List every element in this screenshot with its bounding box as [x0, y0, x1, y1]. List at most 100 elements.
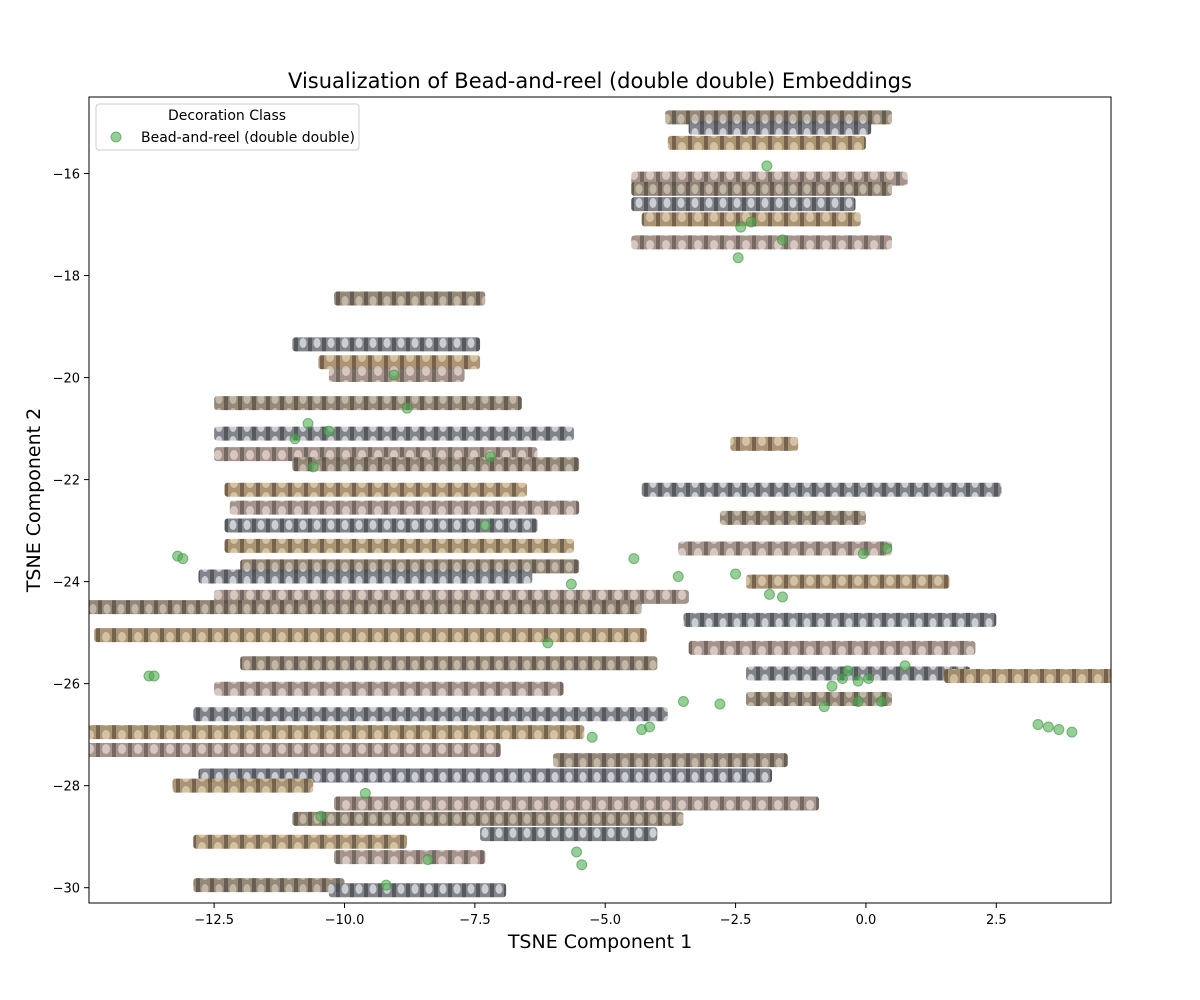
data-point: [542, 637, 554, 649]
thumbnail-strip: [198, 569, 533, 584]
data-point: [289, 433, 301, 445]
data-point: [359, 787, 371, 799]
data-point: [777, 591, 788, 603]
thumbnail-strip: [193, 834, 408, 849]
y-tick-label: −26: [53, 678, 80, 693]
thumbnail-strip: [89, 600, 642, 615]
data-point: [177, 553, 189, 565]
data-point: [1066, 726, 1078, 738]
data-point: [881, 542, 893, 554]
data-point: [761, 160, 773, 172]
y-tick-label: −16: [53, 168, 80, 183]
thumbnail-strip: [631, 197, 856, 212]
thumbnail-strip: [553, 753, 788, 768]
thumbnail-strip: [944, 668, 1111, 683]
thumbnail-strip: [683, 612, 997, 627]
data-point: [628, 553, 640, 565]
y-tick-label: −18: [53, 270, 80, 285]
data-point: [763, 588, 775, 600]
data-point: [1053, 724, 1065, 736]
thumbnail-strip: [480, 827, 658, 842]
data-point: [644, 721, 656, 733]
thumbnail-strip: [334, 796, 819, 811]
data-point: [302, 417, 314, 429]
data-point: [852, 696, 864, 707]
data-point: [380, 879, 392, 891]
x-tick-label: −5.0: [589, 913, 621, 928]
thumbnail-strip: [214, 396, 522, 411]
thumbnail-strip: [193, 707, 668, 722]
data-point: [714, 698, 726, 710]
thumbnail-strip: [224, 482, 528, 497]
data-point: [401, 402, 413, 414]
thumbnail-strip: [198, 768, 773, 783]
thumbnail-strip: [172, 778, 314, 793]
data-point: [571, 846, 583, 858]
thumbnail-strip: [328, 883, 507, 898]
thumbnail-strip: [193, 878, 345, 893]
thumbnail-strip: [688, 640, 976, 655]
data-point: [842, 665, 854, 677]
x-tick-label: −12.5: [194, 913, 234, 928]
data-point: [565, 578, 577, 590]
data-point: [732, 252, 744, 264]
thumbnail-strip: [688, 120, 872, 135]
data-point: [315, 810, 327, 822]
x-axis-label: TSNE Component 1: [507, 931, 692, 953]
y-axis-label: TSNE Component 2: [23, 408, 45, 593]
thumbnail-strip: [746, 574, 950, 589]
thumbnail-strip: [641, 482, 1002, 497]
x-tick-label: −10.0: [325, 913, 365, 928]
legend-marker: [110, 131, 122, 143]
data-point: [818, 701, 830, 713]
y-tick-label: −22: [53, 474, 80, 489]
thumbnail-strip: [89, 742, 501, 757]
thumbnail-strip: [214, 426, 574, 441]
thumbnail-strip: [730, 436, 799, 451]
x-tick-label: −7.5: [459, 913, 491, 928]
legend-title: Decoration Class: [168, 108, 286, 124]
legend-box: [95, 103, 360, 151]
thumbnail-strip: [667, 135, 866, 150]
data-point: [876, 696, 888, 707]
data-point: [388, 369, 400, 381]
thumbnail-strip: [631, 235, 892, 250]
thumbnail-strip: [229, 500, 580, 515]
data-point: [479, 520, 491, 532]
data-point: [307, 461, 319, 473]
plot-frame: [88, 96, 1112, 904]
thumbnail-strip: [292, 457, 580, 472]
data-point: [836, 673, 848, 685]
data-point: [826, 680, 838, 692]
thumbnail-strip: [292, 337, 481, 352]
data-point: [899, 660, 911, 672]
thumbnail-strip: [224, 538, 574, 553]
data-point: [576, 859, 588, 871]
thumbnail-strip: [224, 518, 538, 533]
thumbnail-strip: [318, 355, 481, 370]
y-tick-label: −28: [53, 780, 80, 795]
y-tick-label: −30: [53, 882, 80, 897]
data-point: [777, 234, 788, 246]
thumbnail-strip: [719, 510, 866, 525]
thumbnail-strip: [94, 628, 647, 643]
thumbnail-strip: [631, 181, 892, 196]
data-point: [677, 696, 689, 707]
data-point: [745, 216, 757, 228]
y-tick-label: −24: [53, 576, 80, 591]
x-tick-label: 2.5: [986, 913, 1007, 928]
x-tick-label: 0.0: [856, 913, 877, 928]
data-point: [323, 425, 335, 437]
thumbnail-layer: [89, 110, 1111, 898]
data-point: [148, 670, 160, 682]
x-axis: −12.5 −10.0 −7.5 −5.0 −2.5 0.0 2.5: [194, 903, 1007, 928]
y-axis: −16 −18 −20 −22 −24 −26 −28 −30: [53, 168, 89, 897]
data-point: [852, 675, 864, 687]
data-point: [863, 673, 875, 685]
thumbnail-strip: [292, 811, 684, 826]
legend-entry: Bead-and-reel (double double): [141, 130, 355, 146]
data-point: [586, 731, 598, 743]
thumbnail-strip: [334, 291, 486, 306]
data-point: [730, 568, 742, 580]
points-layer: [143, 160, 1078, 891]
